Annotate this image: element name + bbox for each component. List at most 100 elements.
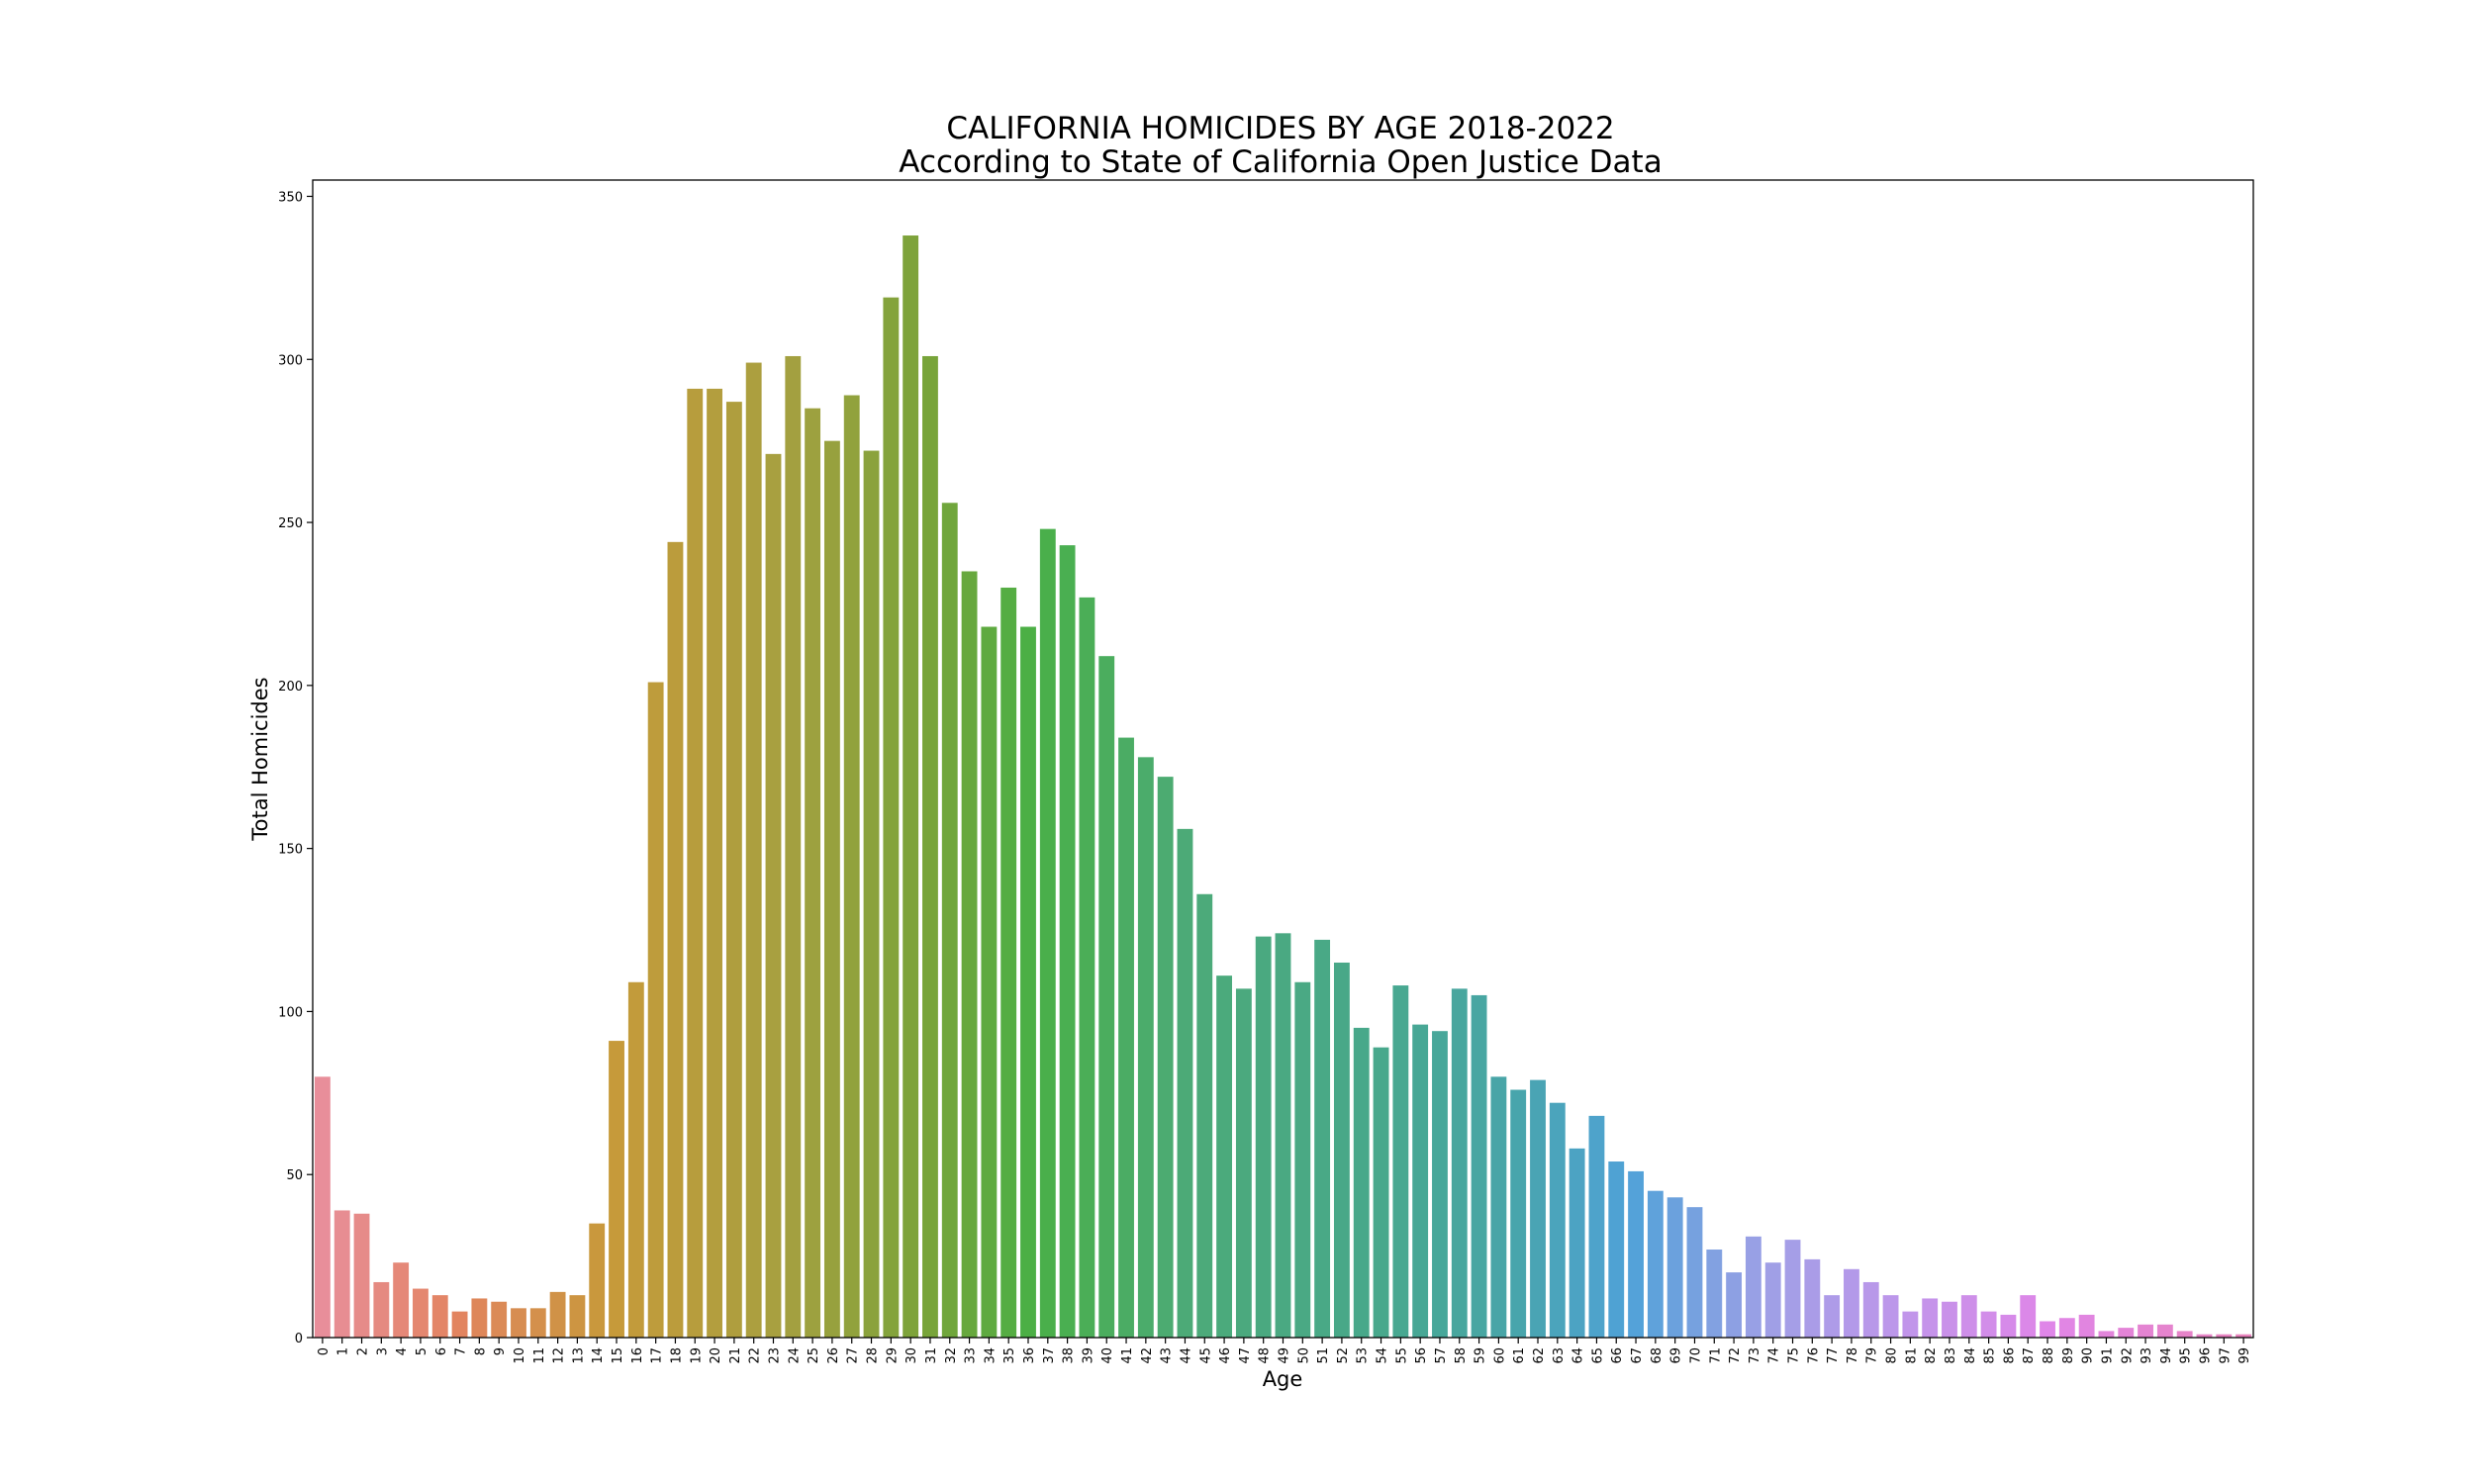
x-tick-label: 36 bbox=[1022, 1347, 1037, 1364]
bar-age-17 bbox=[647, 682, 664, 1338]
x-tick-label: 95 bbox=[2179, 1347, 2194, 1364]
x-tick-label: 57 bbox=[1434, 1347, 1449, 1364]
bar-age-45 bbox=[1196, 893, 1213, 1338]
x-axis: 0 1 2 3 4 5 6 7 8 9 10 11 12 13 14 15 16 17 18 19 20 21 22 23 24… bbox=[317, 1338, 2252, 1364]
bar-age-11 bbox=[529, 1308, 546, 1338]
bar-age-1 bbox=[333, 1210, 350, 1338]
bar-age-25 bbox=[805, 408, 821, 1338]
x-tick-label: 62 bbox=[1532, 1347, 1547, 1364]
x-tick-label: 55 bbox=[1394, 1347, 1409, 1364]
bar-age-75 bbox=[1784, 1240, 1801, 1338]
y-tick-label: 350 bbox=[278, 190, 303, 205]
x-tick-label: 2 bbox=[356, 1347, 371, 1355]
bar-age-68 bbox=[1647, 1190, 1664, 1338]
x-tick-label: 87 bbox=[2022, 1347, 2037, 1364]
bar-age-78 bbox=[1844, 1268, 1859, 1338]
x-tick-label: 69 bbox=[1669, 1347, 1684, 1364]
bar-age-30 bbox=[903, 235, 919, 1338]
x-tick-label: 37 bbox=[1042, 1347, 1057, 1364]
x-tick-label: 15 bbox=[611, 1347, 625, 1364]
bars-group bbox=[314, 235, 2252, 1339]
bar-age-32 bbox=[941, 503, 958, 1338]
bar-age-94 bbox=[2156, 1324, 2173, 1338]
x-tick-label: 82 bbox=[1924, 1347, 1939, 1364]
bar-age-61 bbox=[1510, 1089, 1527, 1338]
x-tick-label: 77 bbox=[1826, 1347, 1841, 1364]
x-tick-label: 42 bbox=[1140, 1347, 1155, 1364]
x-tick-label: 92 bbox=[2120, 1347, 2135, 1364]
bar-age-41 bbox=[1118, 737, 1134, 1338]
x-tick-label: 61 bbox=[1512, 1347, 1527, 1364]
x-tick-label: 56 bbox=[1414, 1347, 1429, 1364]
bar-age-81 bbox=[1902, 1311, 1919, 1338]
bar-age-20 bbox=[707, 388, 722, 1338]
bar-age-53 bbox=[1353, 1027, 1370, 1338]
x-tick-label: 34 bbox=[983, 1347, 998, 1364]
x-tick-label: 84 bbox=[1963, 1347, 1978, 1364]
x-tick-label: 93 bbox=[2140, 1347, 2154, 1364]
x-tick-label: 20 bbox=[709, 1347, 723, 1364]
bar-age-23 bbox=[765, 453, 782, 1339]
bar-age-97 bbox=[2216, 1334, 2233, 1338]
y-axis-label: Total Homicides bbox=[248, 677, 272, 841]
bar-age-31 bbox=[922, 355, 938, 1339]
bar-age-86 bbox=[2000, 1314, 2017, 1338]
x-tick-label: 54 bbox=[1376, 1347, 1390, 1364]
bar-age-46 bbox=[1216, 975, 1232, 1338]
x-tick-label: 85 bbox=[1983, 1347, 1998, 1364]
x-tick-label: 12 bbox=[552, 1347, 567, 1364]
x-tick-label: 43 bbox=[1160, 1347, 1175, 1364]
bar-age-50 bbox=[1294, 981, 1311, 1338]
bar-age-65 bbox=[1588, 1115, 1605, 1338]
bar-age-21 bbox=[725, 402, 742, 1338]
x-tick-label: 25 bbox=[807, 1347, 821, 1364]
bar-age-95 bbox=[2176, 1331, 2193, 1338]
x-tick-label: 79 bbox=[1865, 1347, 1880, 1364]
x-tick-label: 16 bbox=[630, 1347, 645, 1364]
bar-age-42 bbox=[1137, 757, 1154, 1338]
bar-age-62 bbox=[1530, 1079, 1546, 1338]
x-tick-label: 60 bbox=[1492, 1347, 1507, 1364]
x-tick-label: 38 bbox=[1062, 1347, 1077, 1364]
bar-age-34 bbox=[981, 626, 998, 1338]
bar-age-58 bbox=[1451, 988, 1468, 1338]
bar-age-73 bbox=[1745, 1236, 1761, 1338]
x-tick-label: 48 bbox=[1258, 1347, 1273, 1364]
bar-age-96 bbox=[2196, 1334, 2213, 1338]
bar-age-92 bbox=[2118, 1328, 2135, 1338]
y-tick-label: 100 bbox=[278, 1005, 303, 1020]
bar-age-9 bbox=[491, 1301, 508, 1338]
bar-age-48 bbox=[1255, 936, 1272, 1338]
x-tick-label: 39 bbox=[1081, 1347, 1095, 1364]
bar-age-0 bbox=[314, 1076, 331, 1338]
bar-age-14 bbox=[589, 1223, 606, 1338]
x-tick-label: 68 bbox=[1650, 1347, 1665, 1364]
bar-age-36 bbox=[1020, 626, 1036, 1338]
bar-age-72 bbox=[1726, 1272, 1743, 1338]
bar-age-15 bbox=[609, 1041, 624, 1338]
bar-age-83 bbox=[1942, 1301, 1957, 1338]
bar-age-44 bbox=[1177, 828, 1193, 1338]
bar-age-54 bbox=[1373, 1047, 1389, 1338]
bar-age-24 bbox=[785, 355, 802, 1339]
bar-age-55 bbox=[1392, 985, 1409, 1338]
bar-age-28 bbox=[863, 450, 880, 1338]
x-tick-label: 91 bbox=[2100, 1347, 2115, 1364]
x-tick-label: 5 bbox=[415, 1347, 429, 1355]
x-tick-label: 0 bbox=[317, 1347, 332, 1355]
x-tick-label: 22 bbox=[748, 1347, 763, 1364]
bar-age-39 bbox=[1079, 597, 1095, 1338]
bar-age-8 bbox=[471, 1298, 488, 1338]
bar-age-57 bbox=[1432, 1031, 1448, 1338]
bar-age-6 bbox=[431, 1295, 448, 1338]
bar-age-56 bbox=[1412, 1024, 1429, 1338]
x-tick-label: 1 bbox=[336, 1347, 351, 1355]
x-tick-label: 14 bbox=[591, 1347, 606, 1364]
x-tick-label: 64 bbox=[1571, 1347, 1586, 1364]
x-tick-label: 24 bbox=[787, 1347, 802, 1364]
y-tick-label: 200 bbox=[278, 680, 303, 695]
x-tick-label: 81 bbox=[1904, 1347, 1919, 1364]
y-tick-label: 250 bbox=[278, 516, 303, 531]
bar-age-69 bbox=[1666, 1197, 1683, 1338]
